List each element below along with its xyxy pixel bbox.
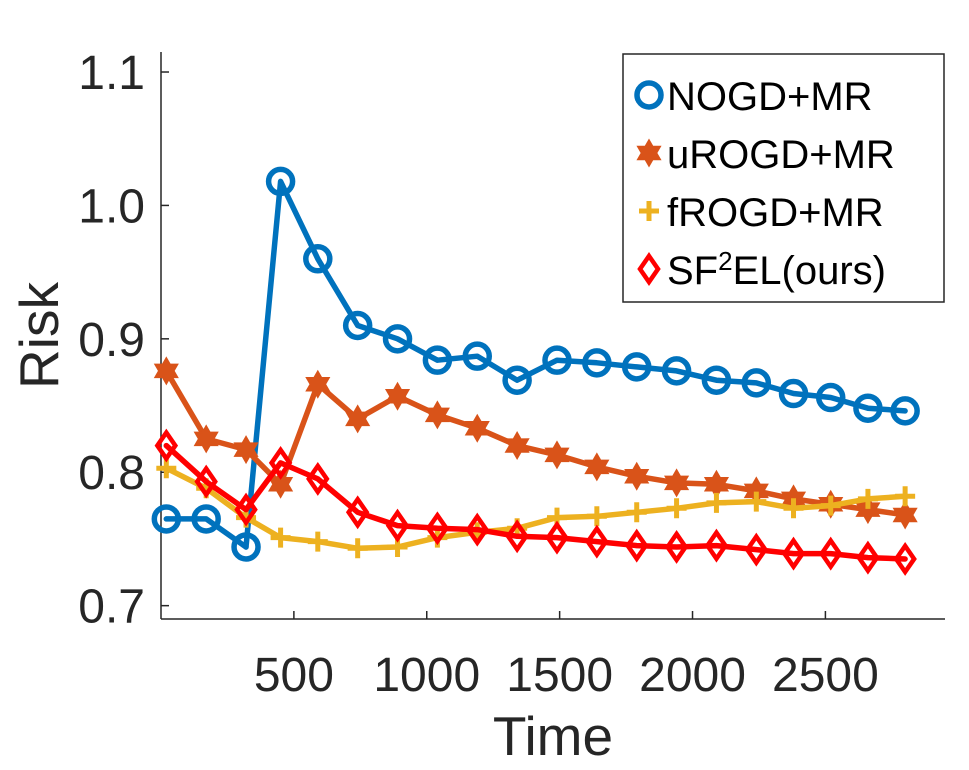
y-axis-label: Risk	[8, 282, 70, 389]
y-tick-label: 0.9	[78, 314, 145, 367]
data-point	[664, 468, 690, 498]
data-point	[857, 488, 878, 509]
data-point	[621, 352, 652, 382]
data-point	[892, 500, 918, 530]
data-point	[582, 348, 612, 378]
legend-marker	[636, 138, 662, 168]
data-point	[305, 369, 331, 399]
data-point	[502, 365, 532, 395]
x-tick-label: 2500	[772, 649, 879, 702]
data-point	[704, 528, 729, 563]
x-tick-label: 2000	[639, 649, 746, 702]
x-tick-label: 1500	[506, 649, 613, 702]
data-point	[306, 461, 330, 496]
data-point	[382, 324, 413, 354]
data-point	[342, 310, 373, 341]
legend-entry-label: SF2EL(ours)	[667, 246, 886, 293]
legend-marker	[637, 252, 661, 286]
x-tick-label: 500	[254, 649, 334, 702]
data-point	[584, 452, 610, 482]
data-point	[585, 524, 609, 559]
data-point	[384, 381, 411, 411]
data-point	[265, 166, 296, 197]
x-tick-label: 1000	[373, 649, 480, 702]
data-point	[504, 431, 530, 461]
data-point	[465, 512, 489, 547]
data-point	[626, 502, 647, 523]
data-point	[307, 531, 328, 552]
data-point	[893, 542, 917, 576]
data-point	[545, 520, 569, 555]
legend-marker	[639, 201, 659, 221]
data-point	[820, 495, 841, 516]
legend: NOGD+MR uROGD+MR fROGD+MR SF2EL(ours)	[622, 53, 945, 303]
data-point	[422, 345, 453, 375]
data-point	[661, 356, 692, 386]
data-point	[706, 492, 727, 513]
data-point	[464, 413, 490, 443]
data-point	[586, 506, 607, 527]
data-point	[856, 540, 880, 575]
data-point	[701, 365, 732, 395]
legend-entry-label: NOGD+MR	[667, 75, 873, 119]
data-point	[234, 492, 258, 527]
data-point	[151, 504, 182, 534]
axis-ticks: 0.7 0.8 0.9 1.0 1.1 500 1000 1500 2000 2500	[78, 47, 879, 702]
y-tick-label: 1.0	[78, 180, 145, 233]
legend-box	[622, 53, 945, 303]
data-point	[818, 536, 843, 571]
data-point	[233, 435, 259, 465]
series-3	[154, 428, 917, 576]
y-tick-label: 0.7	[78, 581, 145, 634]
data-point	[744, 532, 769, 567]
data-point	[385, 508, 410, 543]
data-point	[783, 498, 804, 519]
data-point	[746, 491, 767, 512]
data-point	[781, 536, 806, 571]
data-point	[231, 532, 261, 562]
data-point	[268, 445, 293, 480]
data-point	[345, 404, 371, 434]
data-point	[462, 341, 493, 371]
data-point	[544, 440, 570, 470]
data-point	[154, 428, 179, 463]
data-point	[194, 464, 218, 499]
data-point	[153, 356, 179, 386]
data-point	[270, 527, 291, 548]
legend-entry-label: fROGD+MR	[667, 191, 884, 235]
legend-entry-label: uROGD+MR	[667, 133, 895, 177]
data-point	[505, 519, 529, 554]
axes	[160, 52, 945, 620]
data-point	[741, 368, 772, 398]
legend-marker	[634, 80, 664, 110]
data-point	[895, 486, 916, 507]
data-point	[778, 378, 809, 409]
data-point	[347, 538, 368, 559]
data-point	[425, 511, 450, 546]
axis-labels: Time Risk	[8, 282, 613, 767]
data-point	[303, 244, 333, 274]
data-point	[815, 382, 846, 413]
data-point	[624, 461, 650, 491]
data-series	[151, 166, 920, 576]
data-point	[624, 528, 649, 563]
data-point	[890, 396, 920, 426]
x-axis-label: Time	[493, 705, 613, 767]
data-point	[191, 504, 221, 534]
data-point	[424, 400, 450, 430]
data-point	[664, 530, 689, 564]
y-tick-label: 1.1	[78, 47, 145, 100]
series-0	[151, 166, 920, 562]
y-tick-label: 0.8	[78, 447, 145, 500]
data-point	[853, 393, 883, 423]
data-point	[666, 498, 687, 519]
data-point	[193, 424, 219, 454]
data-point	[345, 495, 370, 530]
data-point	[542, 345, 572, 375]
